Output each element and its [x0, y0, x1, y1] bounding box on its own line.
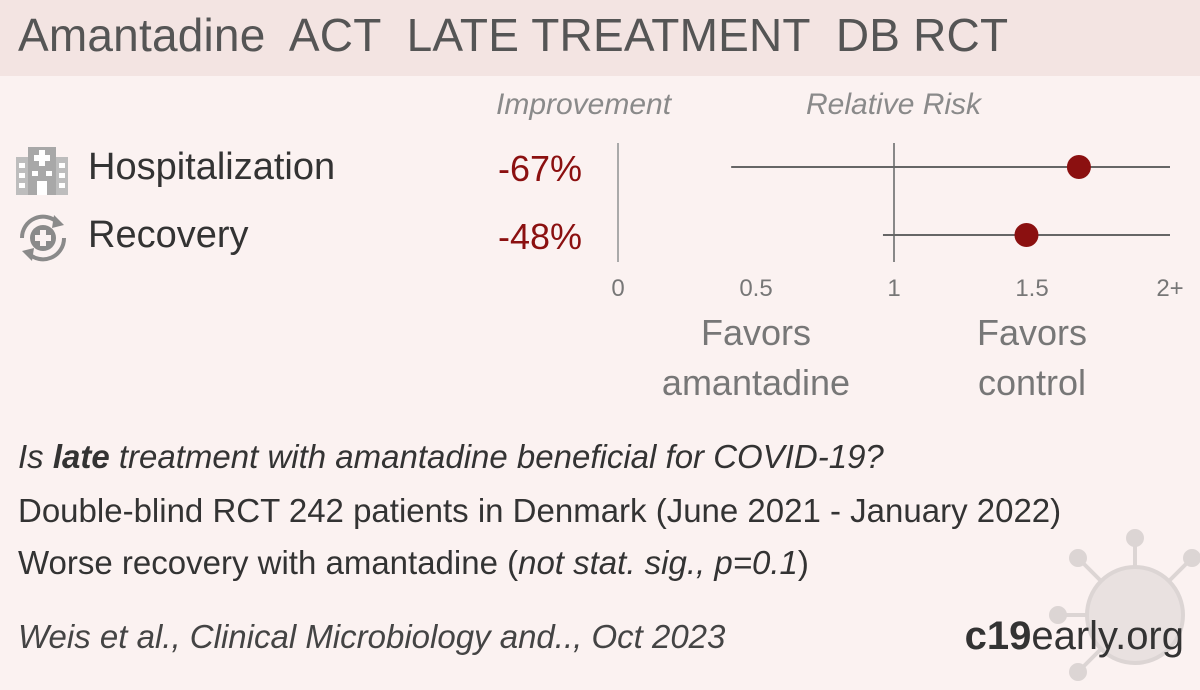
- x-tick-label: 1.5: [1015, 275, 1048, 302]
- point-estimate: [1014, 223, 1039, 247]
- question-bold: late: [52, 438, 110, 475]
- x-tick-label: 0: [611, 275, 624, 302]
- result-end: ): [797, 544, 809, 581]
- favors-left-line2: amantadine: [661, 362, 851, 403]
- hospital-icon: [16, 147, 68, 195]
- title-bar: Amantadine ACT LATE TREATMENT DB RCT: [0, 0, 1200, 76]
- result-main: Worse recovery with amantadine (: [18, 544, 519, 581]
- point-estimate: [1066, 155, 1091, 179]
- result-summary: Worse recovery with amantadine (not stat…: [18, 544, 809, 582]
- relative-risk-column-header: Relative Risk: [806, 88, 982, 121]
- improvement-column-header: Improvement: [496, 88, 672, 121]
- citation: Weis et al., Clinical Microbiology and..…: [18, 618, 726, 655]
- improvement-recovery: -48%: [497, 216, 582, 257]
- question-post: treatment with amantadine beneficial for…: [109, 438, 884, 475]
- x-tick-label: 2+: [1156, 275, 1183, 302]
- favors-amantadine-label: Favors amantadine: [636, 308, 876, 408]
- favors-right-line1: Favors: [976, 312, 1088, 353]
- favors-right-line2: control: [977, 362, 1087, 403]
- brand-strong: c19: [964, 614, 1032, 658]
- favors-control-label: Favors control: [932, 308, 1132, 408]
- row-label-recovery: Recovery: [88, 214, 249, 256]
- brand-logo: c19early.org: [965, 614, 1184, 659]
- improvement-hospitalization: -67%: [497, 148, 582, 189]
- brand-rest: early.org: [1031, 614, 1184, 658]
- x-tick-label: 1: [887, 275, 900, 302]
- favors-left-line1: Favors: [700, 312, 812, 353]
- result-significance: not stat. sig., p=0.1: [518, 544, 798, 581]
- recovery-icon: [19, 214, 67, 262]
- virus-icon: [1049, 529, 1200, 681]
- row-label-hospitalization: Hospitalization: [88, 146, 336, 188]
- question-pre: Is: [18, 438, 53, 475]
- x-tick-label: 0.5: [739, 275, 772, 302]
- page-title: Amantadine ACT LATE TREATMENT DB RCT: [18, 9, 1009, 61]
- question-line: Is late treatment with amantadine benefi…: [18, 438, 884, 476]
- study-description: Double-blind RCT 242 patients in Denmark…: [18, 492, 1062, 529]
